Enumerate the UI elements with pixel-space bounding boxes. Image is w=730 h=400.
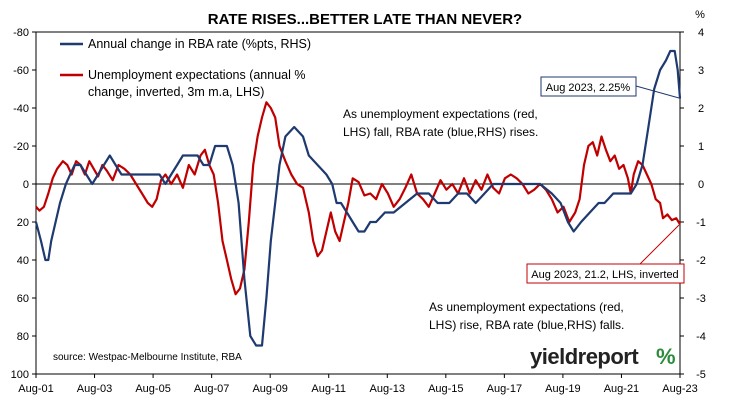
x-tick-label: Aug-01 xyxy=(18,383,53,395)
callout-blue-leader xyxy=(635,85,680,99)
callout-red-box xyxy=(526,263,685,284)
x-tick-label: Aug-13 xyxy=(370,383,405,395)
right-tick-label: 1 xyxy=(698,141,704,153)
callout-red-text: Aug 2023, 21.2, LHS, inverted xyxy=(531,269,678,281)
callout-red-leader xyxy=(639,224,680,265)
annotation-fall-line1: As unemployment expectations (red, xyxy=(343,107,538,121)
legend-label-unemployment: Unemployment expectations (annual % chan… xyxy=(88,68,309,99)
x-tick-label: Aug-07 xyxy=(194,383,229,395)
right-tick-label: -2 xyxy=(696,255,706,267)
right-tick-label: 4 xyxy=(698,27,704,39)
right-tick-label: -5 xyxy=(696,369,706,381)
source-note: source: Westpac-Melbourne Institute, RBA xyxy=(53,352,242,363)
left-tick-label: 60 xyxy=(17,293,29,305)
x-tick-label: Aug-23 xyxy=(662,383,697,395)
callout-red: Aug 2023, 21.2, LHS, inverted xyxy=(526,224,685,284)
left-tick-label: 0 xyxy=(23,179,29,191)
right-tick-label: -4 xyxy=(696,331,706,343)
x-tick-label: Aug-05 xyxy=(135,383,170,395)
x-tick-label: Aug-15 xyxy=(428,383,463,395)
x-tick-label: Aug-19 xyxy=(545,383,580,395)
callout-blue-text: Aug 2023, 2.25% xyxy=(546,82,631,94)
x-tick-label: Aug-21 xyxy=(604,383,639,395)
annotation-rise-line2: LHS) rise, RBA rate (blue,RHS) falls. xyxy=(429,318,624,332)
x-tick-label: Aug-03 xyxy=(77,383,112,395)
left-tick-label: 20 xyxy=(17,217,29,229)
left-tick-label: -40 xyxy=(13,103,29,115)
right-tick-label: 0 xyxy=(698,179,704,191)
left-tick-label: -80 xyxy=(13,27,29,39)
annotation-fall-line2: LHS) fall, RBA rate (blue,RHS) rises. xyxy=(343,125,538,139)
legend-label-unemployment-line1: Unemployment expectations (annual % xyxy=(88,68,305,82)
left-tick-label: 100 xyxy=(11,369,29,381)
series-line-rba xyxy=(34,49,682,347)
brand-logo: yieldreport % xyxy=(530,344,676,369)
x-axis-ticks: Aug-01 Aug-03 Aug-05 Aug-07 Aug-09 Aug-11 Aug-… xyxy=(18,374,698,395)
left-tick-label: 80 xyxy=(17,331,29,343)
legend-label-rba: Annual change in RBA rate (%pts, RHS) xyxy=(88,37,311,51)
plot-frame xyxy=(35,31,681,375)
right-tick-label: 2 xyxy=(698,103,704,115)
right-tick-label: -1 xyxy=(696,217,706,229)
legend: Annual change in RBA rate (%pts, RHS) Un… xyxy=(60,37,311,99)
callout-blue: Aug 2023, 2.25% xyxy=(540,76,680,99)
right-tick-label: -3 xyxy=(696,293,706,305)
left-tick-label: 40 xyxy=(17,255,29,267)
right-axis-ticks: 4 3 2 1 0 -1 -2 -3 -4 -5 xyxy=(680,27,706,381)
brand-wordmark: yieldreport xyxy=(530,344,639,369)
x-tick-label: Aug-09 xyxy=(252,383,287,395)
callout-blue-box xyxy=(540,76,637,97)
left-tick-label: -20 xyxy=(13,141,29,153)
left-axis-ticks: -80 -60 -40 -20 0 20 40 60 80 100 xyxy=(11,27,36,381)
x-tick-label: Aug-17 xyxy=(487,383,522,395)
right-axis-unit-label: % xyxy=(695,9,705,21)
right-tick-label: 3 xyxy=(698,65,704,77)
left-tick-label: -60 xyxy=(13,65,29,77)
x-tick-label: Aug-11 xyxy=(311,383,346,395)
chart-title: RATE RISES...BETTER LATE THAN NEVER? xyxy=(208,11,522,28)
legend-label-unemployment-line2: change, inverted, 3m m.a, LHS) xyxy=(88,85,264,99)
brand-percent: % xyxy=(656,344,676,369)
annotation-rise-line1: As unemployment expectations (red, xyxy=(429,300,624,314)
series-layer xyxy=(34,49,682,347)
